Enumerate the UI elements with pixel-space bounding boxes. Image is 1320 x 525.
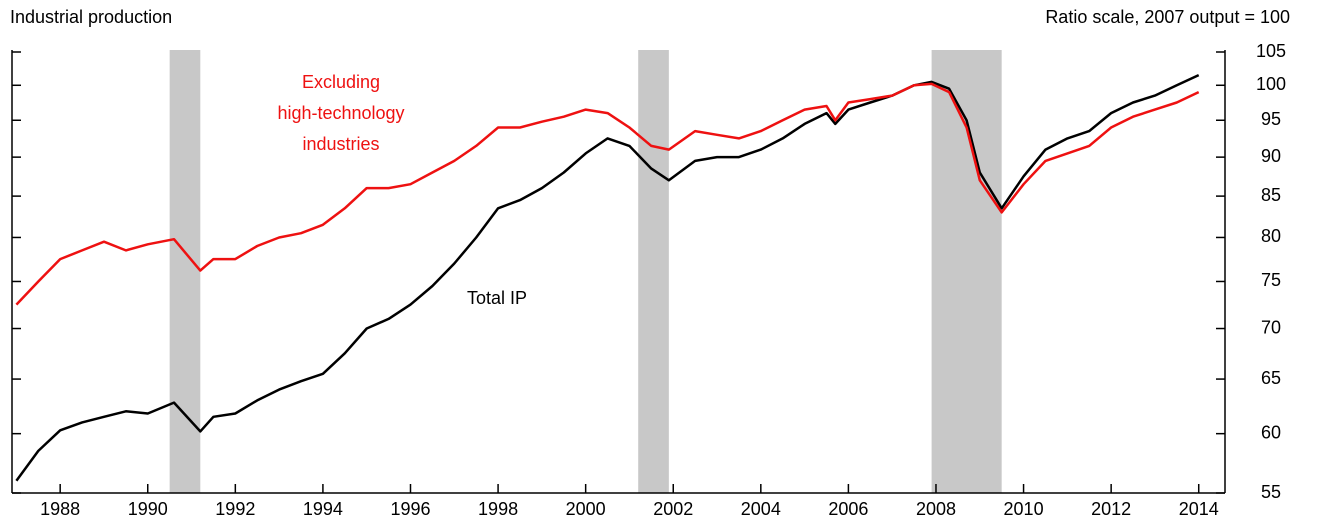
recession-band — [931, 50, 1002, 493]
x-tick-label: 2008 — [916, 499, 956, 519]
x-tick-label: 2006 — [828, 499, 868, 519]
y-tick-label: 95 — [1261, 109, 1281, 129]
y-tick-label: 105 — [1256, 41, 1286, 61]
x-tick-label: 1992 — [215, 499, 255, 519]
chart-title: Industrial production — [10, 7, 172, 27]
x-tick-label: 2004 — [741, 499, 781, 519]
annotation-total: Total IP — [467, 288, 527, 308]
y-tick-label: 75 — [1261, 270, 1281, 290]
annotation-excluding: Excluding — [302, 72, 380, 92]
annotation-excluding: industries — [302, 134, 379, 154]
y-tick-label: 60 — [1261, 422, 1281, 442]
x-tick-label: 2012 — [1091, 499, 1131, 519]
y-tick-label: 90 — [1261, 146, 1281, 166]
y-tick-label: 65 — [1261, 368, 1281, 388]
x-tick-label: 2010 — [1004, 499, 1044, 519]
y-tick-label: 100 — [1256, 74, 1286, 94]
x-tick-label: 2014 — [1179, 499, 1219, 519]
x-tick-label: 1990 — [128, 499, 168, 519]
x-tick-label: 2002 — [653, 499, 693, 519]
x-tick-label: 1994 — [303, 499, 343, 519]
x-tick-label: 1998 — [478, 499, 518, 519]
series-line — [15, 82, 1200, 306]
chart-subtitle: Ratio scale, 2007 output = 100 — [1045, 7, 1290, 27]
recession-band — [169, 50, 201, 493]
x-tick-label: 1996 — [390, 499, 430, 519]
x-tick-label: 2000 — [566, 499, 606, 519]
annotation-excluding: high-technology — [277, 103, 404, 123]
y-tick-label: 80 — [1261, 226, 1281, 246]
recession-band — [638, 50, 669, 493]
y-tick-label: 55 — [1261, 482, 1281, 502]
x-tick-label: 1988 — [40, 499, 80, 519]
series-line — [15, 73, 1200, 482]
y-tick-label: 85 — [1261, 185, 1281, 205]
y-tick-label: 70 — [1261, 317, 1281, 337]
